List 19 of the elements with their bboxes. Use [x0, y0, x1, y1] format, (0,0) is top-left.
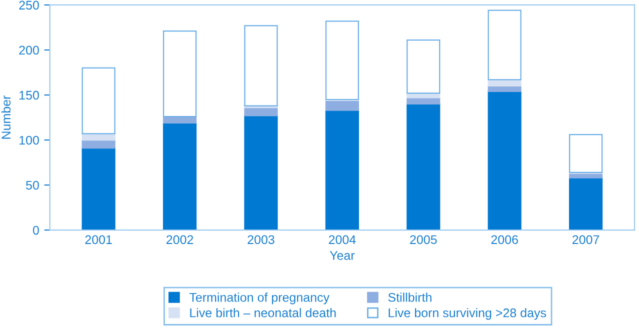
y-axis-title: Number: [1, 95, 11, 139]
x-tick-label: 2002: [166, 235, 194, 244]
x-axis-title: Year: [330, 251, 355, 260]
x-tick-label: 2007: [572, 235, 600, 244]
x-tick-label: 2003: [248, 235, 274, 244]
legend-label: Live born surviving >28 days: [388, 308, 546, 320]
legend-label: Stillbirth: [388, 292, 432, 302]
legend-label: Termination of pregnancy: [189, 292, 330, 304]
y-tick-label: 150: [20, 90, 39, 100]
y-tick-label: 100: [20, 136, 39, 145]
y-tick-label: 200: [19, 46, 39, 55]
y-tick-label: 250: [19, 0, 39, 10]
x-tick-label: 2004: [328, 235, 356, 244]
y-tick-label: 0: [32, 226, 39, 235]
x-tick-label: 2001: [85, 235, 112, 244]
y-tick-label: 50: [26, 180, 39, 190]
x-tick-label: 2005: [410, 235, 437, 244]
legend-label: Live birth – neonatal death: [190, 308, 336, 318]
x-tick-label: 2006: [491, 235, 518, 244]
